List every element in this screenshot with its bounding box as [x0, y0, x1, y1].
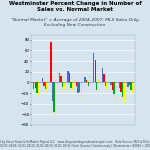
Bar [98, 80, 99, 82]
Bar [123, 82, 125, 103]
Bar [77, 82, 79, 93]
Text: Westminster Percent Change in Number of Sales vs. Normal Market: Westminster Percent Change in Number of … [9, 2, 141, 12]
Bar [62, 82, 63, 87]
Bar [96, 82, 98, 90]
Bar [79, 82, 80, 92]
Bar [38, 82, 39, 96]
Bar [70, 82, 72, 88]
Bar [69, 73, 70, 82]
Bar [110, 82, 112, 85]
Bar [88, 82, 89, 86]
Bar [105, 82, 106, 86]
Bar [50, 42, 52, 82]
Bar [119, 82, 120, 88]
Bar [67, 71, 69, 82]
Bar [120, 82, 122, 92]
Bar [132, 82, 133, 94]
Bar [59, 73, 60, 82]
Bar [43, 82, 45, 86]
Bar [84, 77, 86, 82]
Bar [113, 82, 115, 94]
Bar [106, 82, 108, 89]
Bar [86, 80, 87, 82]
Bar [76, 82, 77, 86]
Bar [45, 82, 46, 89]
Bar [94, 60, 96, 82]
Bar [46, 82, 48, 92]
Bar [36, 82, 38, 93]
Bar [60, 76, 62, 82]
Bar [115, 82, 116, 98]
Bar [122, 82, 123, 97]
Bar [42, 78, 43, 82]
Bar [63, 82, 65, 90]
Bar [72, 82, 73, 91]
Bar [130, 82, 132, 90]
Text: Compiled by Steve Rusin & ReMaster Report LLC   www.theyesterdayrealestatereport: Compiled by Steve Rusin & ReMaster Repor… [0, 140, 150, 148]
Bar [93, 53, 94, 82]
Bar [81, 82, 82, 97]
Bar [53, 82, 55, 112]
Bar [35, 82, 36, 88]
Bar [127, 82, 129, 87]
Bar [102, 68, 103, 82]
Text: "Normal Market" = Average of 2004-2007: MLS Sales Only, Excluding New Constructi: "Normal Market" = Average of 2004-2007: … [11, 18, 139, 27]
Bar [33, 82, 34, 89]
Bar [52, 82, 53, 101]
Bar [55, 82, 56, 117]
Bar [112, 82, 113, 90]
Bar [89, 82, 90, 88]
Bar [103, 74, 105, 82]
Bar [129, 82, 130, 85]
